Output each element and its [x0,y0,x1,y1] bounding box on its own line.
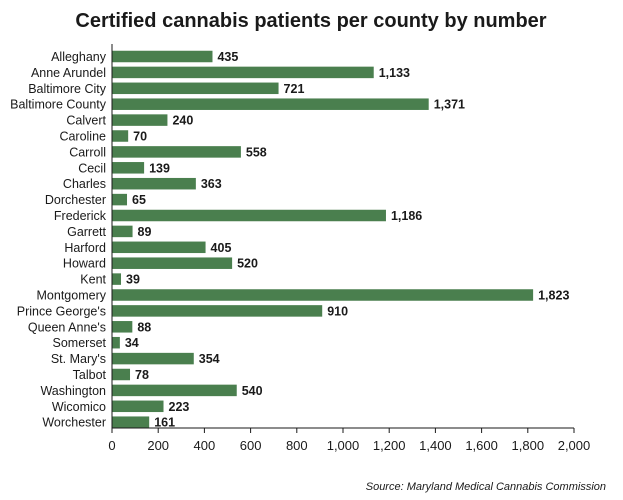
category-label: Garrett [67,225,106,239]
data-label: 520 [237,257,258,271]
bar [112,368,131,381]
bar [112,336,120,349]
bar [112,66,374,79]
category-label: Montgomery [37,289,107,303]
x-tick-label: 1,000 [327,438,360,453]
category-label: Worchester [42,416,106,430]
category-label: Carroll [69,145,106,159]
bar [112,98,429,110]
category-label: Wicomico [52,400,106,414]
x-tick-label: 1,400 [419,438,452,453]
x-tick-label: 1,800 [512,438,545,453]
data-label: 89 [138,225,152,239]
x-tick-label: 2,000 [558,438,591,453]
category-label: Baltimore City [28,82,107,96]
category-label: Talbot [73,368,107,382]
data-label: 39 [126,273,140,287]
data-label: 405 [211,241,232,255]
bar [112,321,133,333]
bar [112,352,194,365]
data-label: 721 [284,82,305,96]
bar [112,225,133,238]
data-label: 88 [137,320,151,334]
bar [112,273,122,285]
category-label: Harford [64,241,106,255]
data-label: 354 [199,352,220,366]
bar [112,177,196,190]
x-tick-label: 1,600 [465,438,498,453]
category-label: Frederick [54,209,107,223]
category-label: Calvert [66,114,106,128]
bar [112,162,145,174]
x-tick-label: 200 [147,438,169,453]
bar [112,416,150,428]
data-label: 78 [135,368,149,382]
x-tick-label: 800 [286,438,308,453]
bar [112,257,233,269]
data-label: 1,186 [391,209,422,223]
category-label: Baltimore County [10,98,107,112]
category-label: Charles [63,177,106,191]
data-label: 1,133 [379,66,410,80]
category-label: Caroline [59,130,106,144]
data-label: 558 [246,145,267,159]
bar [112,400,164,413]
x-tick-label: 400 [194,438,216,453]
data-label: 223 [169,400,190,414]
x-tick-label: 600 [240,438,262,453]
bar [112,384,237,397]
data-label: 139 [149,161,170,175]
category-label: St. Mary's [51,352,106,366]
bar [112,241,206,254]
bar [112,114,168,126]
data-label: 65 [132,193,146,207]
category-label: Kent [80,273,106,287]
bar [112,305,323,317]
category-label: Somerset [53,336,107,350]
bar [112,82,279,95]
bars-group: Alleghany 435 Anne Arundel 1,133 Baltimore C… [10,50,569,430]
chart-title: Certified cannabis patients per county b… [75,10,546,32]
bar [112,289,534,301]
category-label: Queen Anne's [28,320,106,334]
category-label: Alleghany [51,50,107,64]
bar [112,209,386,222]
chart-source: Source: Maryland Medical Cannabis Commis… [366,481,606,493]
bar [112,130,129,142]
data-label: 34 [125,336,139,350]
bar [112,146,241,158]
data-label: 1,823 [538,289,569,303]
data-label: 435 [217,50,238,64]
data-label: 363 [201,177,222,191]
x-tick-label: 1,200 [373,438,406,453]
data-label: 240 [172,114,193,128]
category-label: Cecil [78,161,106,175]
x-tick-label: 0 [108,438,115,453]
x-axis: 0 200 400 600 800 1,000 1,200 1,400 1,600 1,800 2,… [108,44,590,453]
data-label: 910 [327,304,348,318]
data-label: 70 [133,130,147,144]
category-label: Howard [63,257,106,271]
bar [112,50,213,63]
category-label: Dorchester [45,193,106,207]
data-label: 161 [154,416,175,430]
category-label: Anne Arundel [31,66,106,80]
bar [112,193,128,206]
data-label: 1,371 [434,98,465,112]
category-label: Prince George's [17,304,106,318]
data-label: 540 [242,384,263,398]
category-label: Washington [40,384,106,398]
